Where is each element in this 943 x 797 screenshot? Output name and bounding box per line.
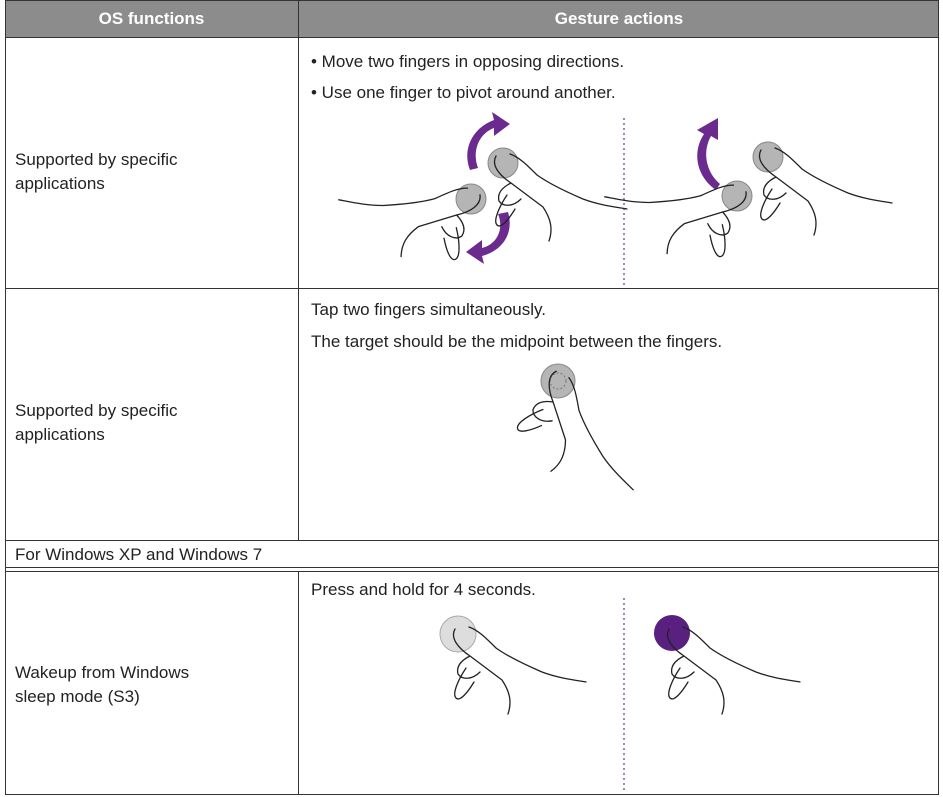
header-cell: OS functions [98, 9, 205, 28]
hand [327, 147, 483, 276]
rotate-arrow [467, 112, 510, 170]
gesture-text: Tap two fingers simultaneously. [311, 300, 546, 319]
rotate-arrow [466, 212, 510, 264]
function-text: Wakeup from Windows sleep mode (S3) [15, 663, 190, 706]
touch-point [540, 363, 576, 399]
rotate-arrow [697, 118, 720, 190]
table-border [5, 0, 939, 795]
touch-point [439, 615, 477, 653]
section-heading: For Windows XP and Windows 7 [15, 545, 263, 564]
gesture-text: • Use one finger to pivot around another… [311, 83, 616, 102]
touch-point-active [654, 615, 690, 651]
touch-point [752, 141, 784, 173]
touch-point [487, 147, 519, 179]
gesture-text: The target should be the midpoint betwee… [311, 332, 723, 351]
header-cell: Gesture actions [554, 9, 684, 28]
function-text: Supported by specific applications [15, 401, 178, 444]
header-background [5, 0, 939, 37]
gesture-text: Press and hold for 4 seconds. [311, 580, 536, 599]
gesture-text: • Move two fingers in opposing direction… [311, 52, 625, 71]
touch-point [721, 180, 753, 212]
hand [505, 368, 666, 517]
hand [593, 144, 749, 273]
function-text: Supported by specific applications [15, 150, 178, 193]
table-lines [5, 0, 939, 795]
midpoint [549, 372, 567, 390]
touch-point [455, 183, 487, 215]
